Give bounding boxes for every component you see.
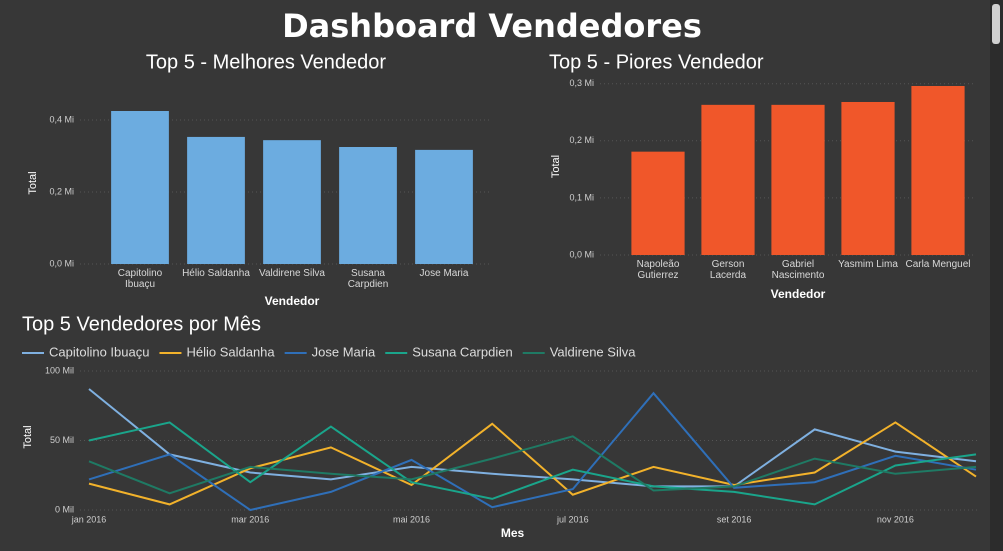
x-tick-label: Jose Maria: [419, 268, 469, 279]
scrollbar-track: [990, 0, 1003, 551]
bar: [841, 101, 895, 255]
x-tick-label: mar 2016: [231, 514, 269, 524]
x-axis-title: Vendedor: [265, 294, 320, 308]
x-tick-label-box: Carla Menguel: [905, 259, 971, 270]
x-tick-label: Susana Carpdien: [347, 268, 389, 290]
x-tick-label-box: Hélio Saldanha: [182, 268, 250, 279]
bar: [771, 104, 825, 256]
legend-label: Valdirene Silva: [550, 344, 637, 359]
x-tick-label: set 2016: [717, 514, 752, 524]
x-tick-label: Gabriel Nascimento: [771, 259, 825, 281]
legend-label: Susana Carpdien: [412, 344, 512, 359]
x-tick-label-box: Susana Carpdien: [347, 268, 389, 290]
y-tick-label: 0,2 Mi: [569, 135, 594, 145]
y-tick-label: 0,3 Mi: [569, 78, 594, 88]
series-line: [88, 435, 977, 495]
chart-title: Top 5 - Melhores Vendedor: [146, 51, 386, 73]
x-tick-label-box: Valdirene Silva: [259, 268, 325, 279]
series-line: [88, 391, 977, 512]
x-tick-label-box: Jose Maria: [419, 268, 469, 279]
x-tick-label-box: Gerson Lacerda: [709, 259, 747, 281]
bar: [111, 111, 169, 264]
y-tick-label: 0,4 Mi: [49, 114, 74, 124]
y-tick-label: 100 Mil: [45, 365, 74, 375]
x-tick-label: jan 2016: [71, 514, 107, 524]
x-tick-label: nov 2016: [877, 514, 914, 524]
legend-label: Capitolino Ibuaçu: [49, 344, 149, 359]
legend-label: Jose Maria: [312, 344, 376, 359]
y-tick-label: 0,2 Mi: [49, 186, 74, 196]
chart-title: Top 5 - Piores Vendedor: [549, 51, 764, 73]
x-tick-label: Valdirene Silva: [259, 268, 325, 279]
bar: [631, 151, 685, 255]
x-tick-label: Yasmim Lima: [838, 259, 898, 270]
scrollbar-thumb[interactable]: [992, 4, 1000, 44]
y-tick-label: 0 Mil: [55, 504, 74, 514]
bar: [911, 85, 965, 255]
x-tick-label-box: Yasmim Lima: [838, 259, 898, 270]
dashboard-title: Dashboard Vendedores: [282, 7, 702, 45]
bar: [187, 136, 245, 264]
x-tick-label: Hélio Saldanha: [182, 268, 250, 279]
x-axis-title: Mes: [501, 526, 525, 540]
y-axis-title: Total: [27, 171, 39, 194]
x-tick-label-box: Gabriel Nascimento: [771, 259, 825, 281]
x-axis-title: Vendedor: [771, 287, 826, 301]
x-tick-label: mai 2016: [393, 514, 430, 524]
x-tick-label: jul 2016: [556, 514, 589, 524]
bar: [701, 104, 755, 256]
series-line: [88, 388, 977, 488]
y-axis-title: Total: [550, 155, 562, 178]
bar: [415, 149, 473, 264]
y-tick-label: 50 Mil: [50, 435, 74, 445]
x-tick-label: Capitolino Ibuaçu: [117, 268, 163, 290]
legend-label: Hélio Saldanha: [186, 344, 275, 359]
y-tick-label: 0,0 Mi: [569, 249, 594, 259]
x-tick-label: Napoleão Gutierrez: [636, 259, 680, 281]
y-tick-label: 0,0 Mi: [49, 258, 74, 268]
chart-title: Top 5 Vendedores por Mês: [22, 313, 261, 335]
y-axis-title: Total: [22, 425, 34, 448]
x-tick-label: Carla Menguel: [905, 259, 971, 270]
x-tick-label-box: Napoleão Gutierrez: [636, 259, 680, 281]
bar: [339, 147, 397, 264]
x-tick-label: Gerson Lacerda: [709, 259, 747, 281]
y-tick-label: 0,1 Mi: [569, 192, 594, 202]
x-tick-label-box: Capitolino Ibuaçu: [117, 268, 163, 290]
series-line: [88, 421, 977, 506]
bar: [263, 140, 321, 264]
